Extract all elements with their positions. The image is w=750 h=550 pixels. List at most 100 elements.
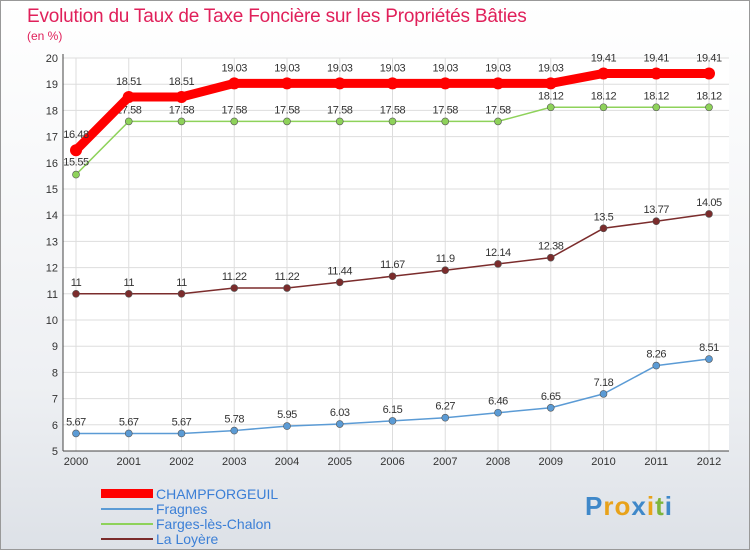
data-label: 11.22 [222, 271, 247, 283]
data-point [705, 103, 713, 112]
logo-letter: P [585, 491, 604, 521]
y-tick-label: 5 [52, 446, 58, 458]
data-label: 19.41 [591, 52, 617, 64]
data-point [335, 420, 344, 428]
data-point [70, 144, 82, 157]
data-point [388, 117, 397, 126]
data-point [494, 260, 502, 268]
data-point [546, 253, 555, 262]
y-tick-label: 6 [52, 420, 58, 432]
data-label: 17.58 [380, 104, 406, 116]
data-label: 15.55 [63, 157, 89, 169]
chart-subtitle: (en %) [27, 29, 63, 43]
data-label: 13.5 [594, 211, 614, 223]
data-label: 11.44 [327, 265, 352, 277]
data-point [72, 429, 80, 438]
legend-label: CHAMPFORGEUIL [156, 485, 279, 502]
data-point [599, 390, 608, 398]
y-tick-label: 14 [46, 210, 58, 222]
data-label: 18.51 [116, 76, 142, 88]
data-label: 6.65 [541, 391, 561, 403]
y-tick-label: 12 [46, 263, 58, 275]
legend-swatch [101, 489, 153, 498]
data-point [652, 217, 661, 226]
data-label: 12.14 [485, 247, 511, 259]
legend-item: Fragnes [101, 501, 278, 517]
data-point [703, 67, 715, 80]
data-label: 5.78 [224, 414, 244, 426]
y-tick-label: 9 [52, 341, 58, 353]
x-tick-label: 2012 [697, 456, 721, 468]
chart-legend: CHAMPFORGEUIL Fragnes Farges-lès-Chalon La … [101, 485, 279, 547]
data-label: 7.18 [594, 377, 614, 389]
logo-letter: r [603, 491, 615, 521]
proxiti-logo: Proxiti [585, 491, 673, 522]
data-point [388, 272, 397, 281]
data-label: 6.03 [330, 407, 350, 419]
y-tick-label: 17 [46, 132, 58, 144]
data-point [652, 361, 661, 370]
data-point [230, 284, 239, 292]
data-label: 13.77 [643, 204, 669, 216]
data-point [333, 77, 346, 90]
data-label: 19.03 [274, 62, 300, 74]
data-label: 11.9 [436, 253, 455, 265]
data-label: 19.41 [643, 52, 669, 64]
x-tick-label: 2011 [644, 456, 668, 468]
x-tick-label: 2008 [486, 456, 510, 468]
data-point [122, 91, 135, 104]
data-point [335, 117, 344, 126]
logo-letter: o [614, 491, 632, 521]
y-tick-label: 20 [46, 53, 58, 65]
data-point [230, 117, 239, 126]
legend-swatch [101, 522, 153, 525]
data-point [124, 117, 133, 126]
data-point [175, 91, 188, 104]
data-label: 19.03 [380, 62, 406, 74]
x-tick-label: 2001 [117, 456, 141, 468]
logo-letter: i [646, 491, 656, 521]
logo-letter: i [664, 491, 673, 521]
data-point [650, 67, 663, 80]
data-point [124, 429, 133, 438]
data-point [441, 266, 450, 275]
data-point [546, 103, 555, 112]
data-point [177, 429, 186, 438]
legend-swatch [101, 507, 153, 510]
data-point [283, 284, 291, 292]
data-label: 5.95 [277, 409, 297, 421]
data-label: 19.03 [221, 62, 247, 74]
y-tick-label: 15 [46, 184, 58, 196]
data-label: 18.12 [538, 90, 564, 102]
data-label: 17.58 [432, 104, 458, 116]
data-point [441, 117, 450, 126]
data-label: 12.38 [538, 241, 564, 253]
data-label: 6.46 [488, 396, 508, 408]
data-point [388, 417, 397, 425]
y-tick-label: 11 [47, 289, 58, 301]
chart-title: Evolution du Taux de Taxe Foncière sur l… [27, 6, 527, 27]
logo-letter: x [631, 491, 647, 521]
data-point [228, 77, 241, 90]
data-label: 11 [71, 277, 82, 289]
x-tick-label: 2003 [222, 456, 246, 468]
data-label: 17.58 [169, 104, 195, 116]
data-label: 11.67 [380, 259, 405, 271]
data-label: 18.12 [591, 90, 617, 102]
y-tick-label: 10 [46, 315, 58, 327]
data-label: 19.03 [485, 62, 511, 74]
legend-item: La Loyère [101, 531, 278, 547]
y-tick-label: 8 [52, 367, 58, 379]
x-tick-label: 2009 [539, 456, 563, 468]
data-point [705, 210, 713, 218]
data-label: 18.12 [643, 90, 669, 102]
x-tick-label: 2000 [64, 456, 88, 468]
data-point [72, 289, 80, 298]
data-point [72, 170, 80, 179]
y-tick-label: 18 [46, 105, 58, 117]
data-label: 5.67 [66, 416, 86, 428]
data-label: 8.51 [699, 342, 719, 354]
x-tick-label: 2010 [591, 456, 615, 468]
data-point [597, 67, 610, 80]
